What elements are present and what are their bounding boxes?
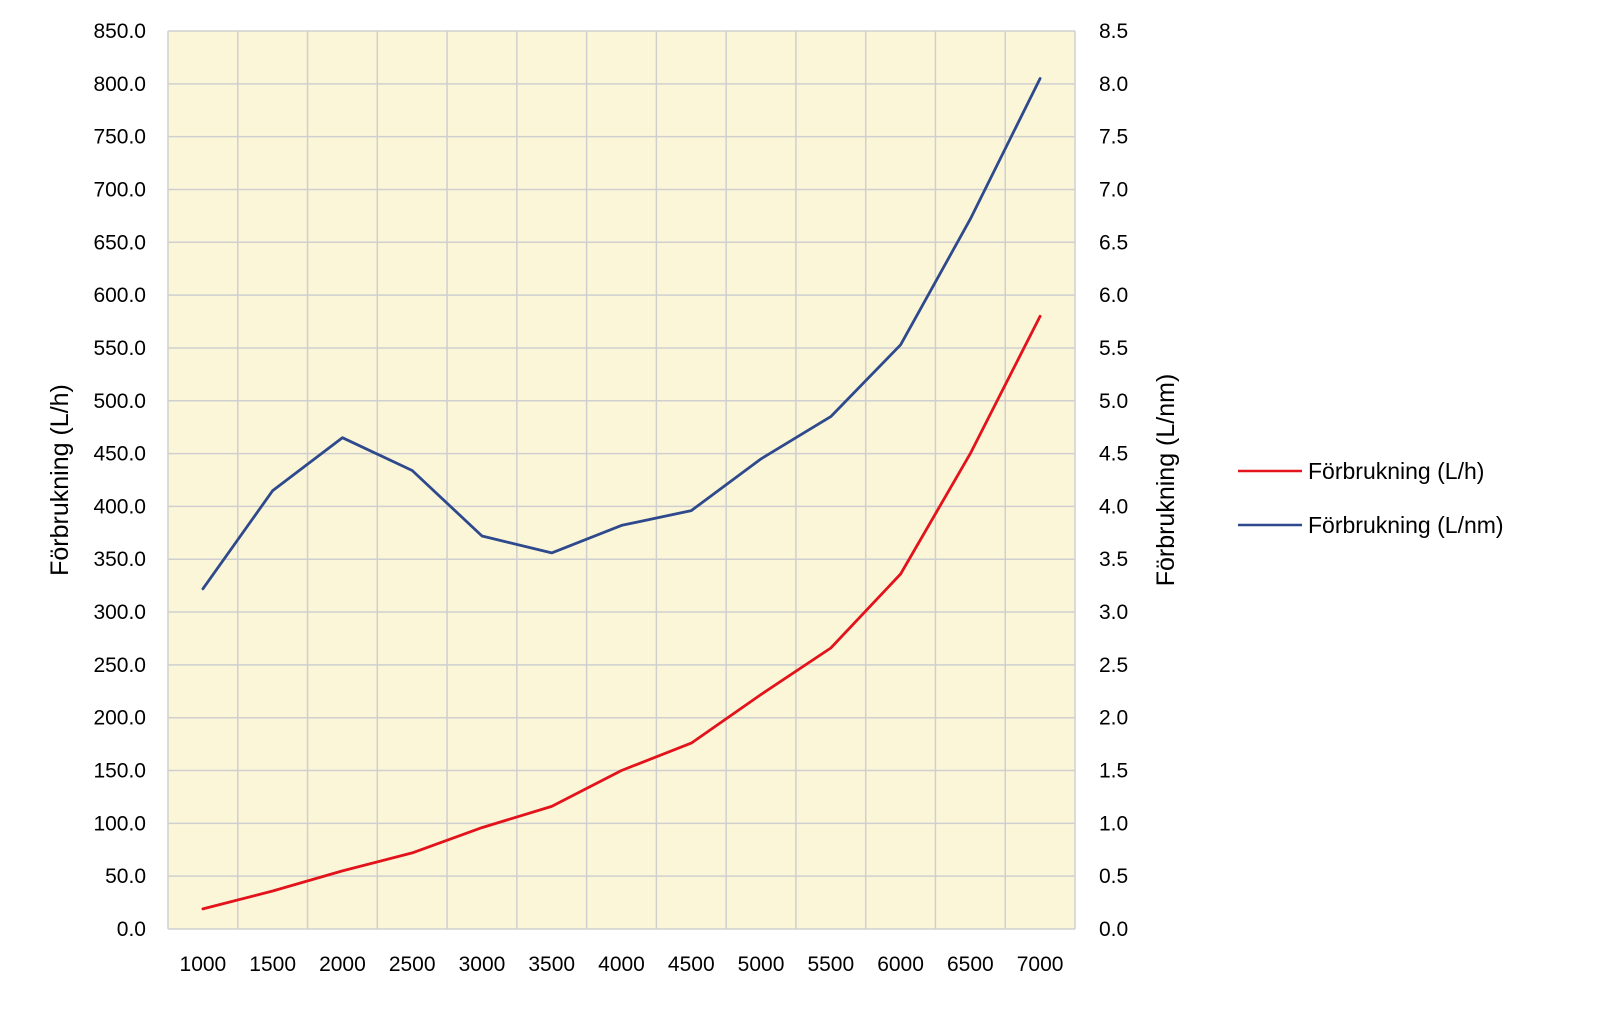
series-line-lh xyxy=(201,314,1042,911)
series-layer xyxy=(201,77,1042,911)
gridlines xyxy=(167,30,1076,930)
x-tick-label: 3000 xyxy=(459,953,506,976)
left-axis-ticks: 0.0 50.0 100.0 150.0 200.0 250.0 300.0 350.0 400… xyxy=(93,20,146,941)
legend: Förbrukning (L/h) Förbrukning (L/nm) xyxy=(1238,458,1504,538)
left-tick-label: 150.0 xyxy=(93,760,146,783)
plot-area xyxy=(168,31,1075,929)
right-tick-label: 5.0 xyxy=(1099,390,1128,413)
right-tick-label: 6.0 xyxy=(1099,284,1128,307)
x-tick-label: 1500 xyxy=(249,953,296,976)
left-tick-label: 500.0 xyxy=(93,390,146,413)
left-tick-label: 850.0 xyxy=(93,20,146,43)
legend-item-lh: Förbrukning (L/h) xyxy=(1238,458,1484,484)
left-tick-label: 100.0 xyxy=(93,812,146,835)
right-tick-label: 3.0 xyxy=(1099,601,1128,624)
right-tick-label: 4.0 xyxy=(1099,495,1128,518)
left-tick-label: 450.0 xyxy=(93,443,146,466)
x-tick-label: 5500 xyxy=(807,953,854,976)
left-tick-label: 50.0 xyxy=(105,865,146,888)
right-tick-label: 2.5 xyxy=(1099,654,1128,677)
right-tick-label: 3.5 xyxy=(1099,548,1128,571)
x-tick-label: 6000 xyxy=(877,953,924,976)
left-tick-label: 650.0 xyxy=(93,231,146,254)
left-tick-label: 750.0 xyxy=(93,126,146,149)
left-tick-label: 250.0 xyxy=(93,654,146,677)
right-tick-label: 2.0 xyxy=(1099,707,1128,730)
left-tick-label: 0.0 xyxy=(117,918,146,941)
legend-label-lnm: Förbrukning (L/nm) xyxy=(1308,512,1504,538)
right-tick-label: 6.5 xyxy=(1099,231,1128,254)
right-tick-label: 7.5 xyxy=(1099,126,1128,149)
right-tick-label: 0.5 xyxy=(1099,865,1128,888)
right-axis-ticks: 0.0 0.5 1.0 1.5 2.0 2.5 3.0 3.5 4.0 4.5 5.0 5.5 6.0 6… xyxy=(1099,20,1128,941)
right-tick-label: 0.0 xyxy=(1099,918,1128,941)
right-tick-label: 4.5 xyxy=(1099,443,1128,466)
legend-item-lnm: Förbrukning (L/nm) xyxy=(1238,512,1504,538)
left-tick-label: 350.0 xyxy=(93,548,146,571)
left-tick-label: 200.0 xyxy=(93,707,146,730)
x-axis-ticks: 1000 1500 2000 2500 3000 3500 4000 4500 5000 5500… xyxy=(180,953,1064,976)
x-tick-label: 1000 xyxy=(180,953,227,976)
x-tick-label: 4000 xyxy=(598,953,645,976)
x-tick-label: 2500 xyxy=(389,953,436,976)
x-tick-label: 2000 xyxy=(319,953,366,976)
left-tick-label: 400.0 xyxy=(93,495,146,518)
right-tick-label: 1.0 xyxy=(1099,812,1128,835)
left-tick-label: 600.0 xyxy=(93,284,146,307)
right-tick-label: 8.5 xyxy=(1099,20,1128,43)
series-line-lnm xyxy=(201,77,1042,591)
legend-label-lh: Förbrukning (L/h) xyxy=(1308,458,1484,484)
right-axis-title: Förbrukning (L/nm) xyxy=(1152,374,1180,587)
left-tick-label: 800.0 xyxy=(93,73,146,96)
x-tick-label: 4500 xyxy=(668,953,715,976)
right-tick-label: 1.5 xyxy=(1099,760,1128,783)
x-tick-label: 5000 xyxy=(738,953,785,976)
right-tick-label: 8.0 xyxy=(1099,73,1128,96)
left-tick-label: 550.0 xyxy=(93,337,146,360)
right-tick-label: 7.0 xyxy=(1099,178,1128,201)
x-tick-label: 6500 xyxy=(947,953,994,976)
left-axis-title: Förbrukning (L/h) xyxy=(46,384,74,576)
left-tick-label: 300.0 xyxy=(93,601,146,624)
x-tick-label: 3500 xyxy=(528,953,575,976)
x-tick-label: 7000 xyxy=(1017,953,1064,976)
left-tick-label: 700.0 xyxy=(93,178,146,201)
right-tick-label: 5.5 xyxy=(1099,337,1128,360)
